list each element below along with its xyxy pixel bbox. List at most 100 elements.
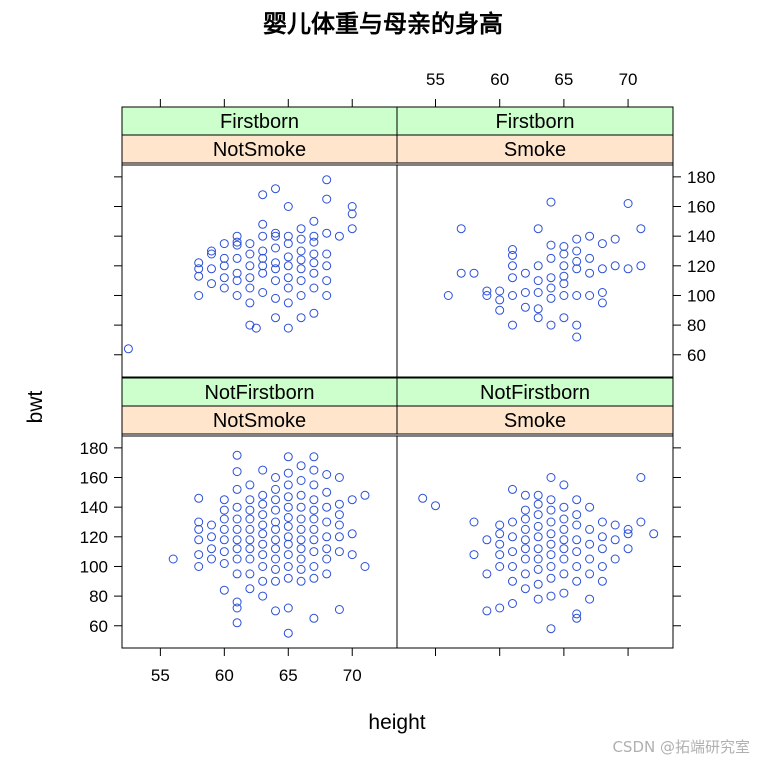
- data-point: [194, 271, 204, 281]
- data-point: [559, 249, 569, 259]
- data-point: [546, 473, 556, 482]
- panel-plot-area: [396, 435, 674, 649]
- data-point: [322, 470, 332, 479]
- x-tick-label: 65: [279, 666, 298, 685]
- data-point: [194, 264, 204, 274]
- data-point: [546, 550, 556, 560]
- data-point: [520, 554, 530, 564]
- data-point: [533, 224, 543, 234]
- data-point: [585, 502, 595, 512]
- data-point: [283, 252, 293, 262]
- data-point: [623, 199, 633, 208]
- data-point: [508, 517, 517, 527]
- x-tick-label: 70: [343, 666, 362, 685]
- data-point: [546, 539, 556, 549]
- data-point: [207, 246, 216, 256]
- data-point: [309, 524, 319, 534]
- y-tick-label: 100: [687, 286, 715, 305]
- data-point: [271, 293, 280, 303]
- data-point: [533, 554, 543, 564]
- data-point: [636, 517, 646, 527]
- data-point: [418, 493, 428, 503]
- data-point: [283, 550, 293, 560]
- data-point: [546, 293, 556, 303]
- data-point: [360, 562, 370, 571]
- data-point: [347, 209, 357, 219]
- data-point: [309, 452, 319, 462]
- data-point: [572, 291, 582, 300]
- data-point: [520, 535, 530, 545]
- data-point: [334, 520, 344, 530]
- data-point: [207, 544, 216, 554]
- data-point: [232, 603, 242, 613]
- y-tick-label: 60: [687, 346, 706, 365]
- data-point: [232, 544, 242, 554]
- data-point: [296, 234, 306, 244]
- data-point: [309, 535, 319, 545]
- panel: NotFirstborn Smoke: [396, 377, 674, 649]
- data-point: [309, 480, 319, 490]
- data-point: [232, 514, 242, 524]
- data-point: [283, 273, 293, 283]
- y-tick-label: 100: [80, 557, 108, 576]
- panel-plot-area: [396, 164, 674, 378]
- data-point: [207, 554, 216, 564]
- data-point: [559, 544, 569, 554]
- data-point: [283, 283, 293, 293]
- data-point: [482, 535, 492, 545]
- data-point: [546, 197, 556, 207]
- x-tick-label: 60: [490, 70, 509, 89]
- data-point: [322, 532, 332, 542]
- data-point: [533, 261, 543, 271]
- data-point: [572, 332, 582, 342]
- data-point: [296, 514, 306, 524]
- data-point: [219, 253, 229, 263]
- data-point: [495, 305, 505, 315]
- data-point: [232, 484, 242, 494]
- data-point: [572, 264, 582, 274]
- strip-inner: [121, 405, 398, 435]
- data-point: [585, 594, 595, 604]
- data-point: [508, 576, 517, 586]
- strip-inner: [121, 134, 398, 164]
- y-tick-label: 80: [687, 316, 706, 335]
- data-point: [309, 514, 319, 524]
- data-point: [309, 573, 319, 583]
- data-point: [597, 532, 607, 542]
- data-point: [495, 520, 505, 530]
- data-point: [232, 502, 242, 512]
- data-point: [347, 550, 357, 560]
- data-point: [194, 493, 204, 503]
- data-point: [649, 529, 659, 539]
- data-point: [347, 202, 357, 211]
- data-point: [258, 520, 268, 530]
- data-point: [219, 505, 229, 515]
- data-point: [597, 517, 607, 527]
- data-point: [495, 550, 505, 560]
- data-point: [232, 554, 242, 564]
- data-point: [572, 609, 582, 619]
- data-point: [296, 554, 306, 564]
- data-point: [508, 484, 517, 494]
- data-point: [623, 529, 633, 539]
- strip-inner-label: Smoke: [504, 139, 566, 161]
- data-point: [283, 532, 293, 542]
- y-tick-label: 180: [687, 168, 715, 187]
- data-point: [520, 569, 530, 579]
- data-point: [546, 283, 556, 293]
- data-point: [322, 228, 332, 238]
- data-point: [456, 268, 466, 278]
- y-tick-label: 140: [687, 227, 715, 246]
- data-point: [258, 510, 268, 520]
- data-point: [271, 473, 280, 482]
- data-point: [245, 298, 255, 308]
- data-point: [546, 495, 556, 505]
- data-point: [283, 239, 293, 249]
- data-point: [258, 550, 268, 560]
- data-point: [271, 535, 280, 545]
- data-point: [533, 510, 543, 520]
- data-point: [123, 344, 133, 354]
- data-point: [559, 291, 569, 300]
- data-point: [271, 243, 280, 253]
